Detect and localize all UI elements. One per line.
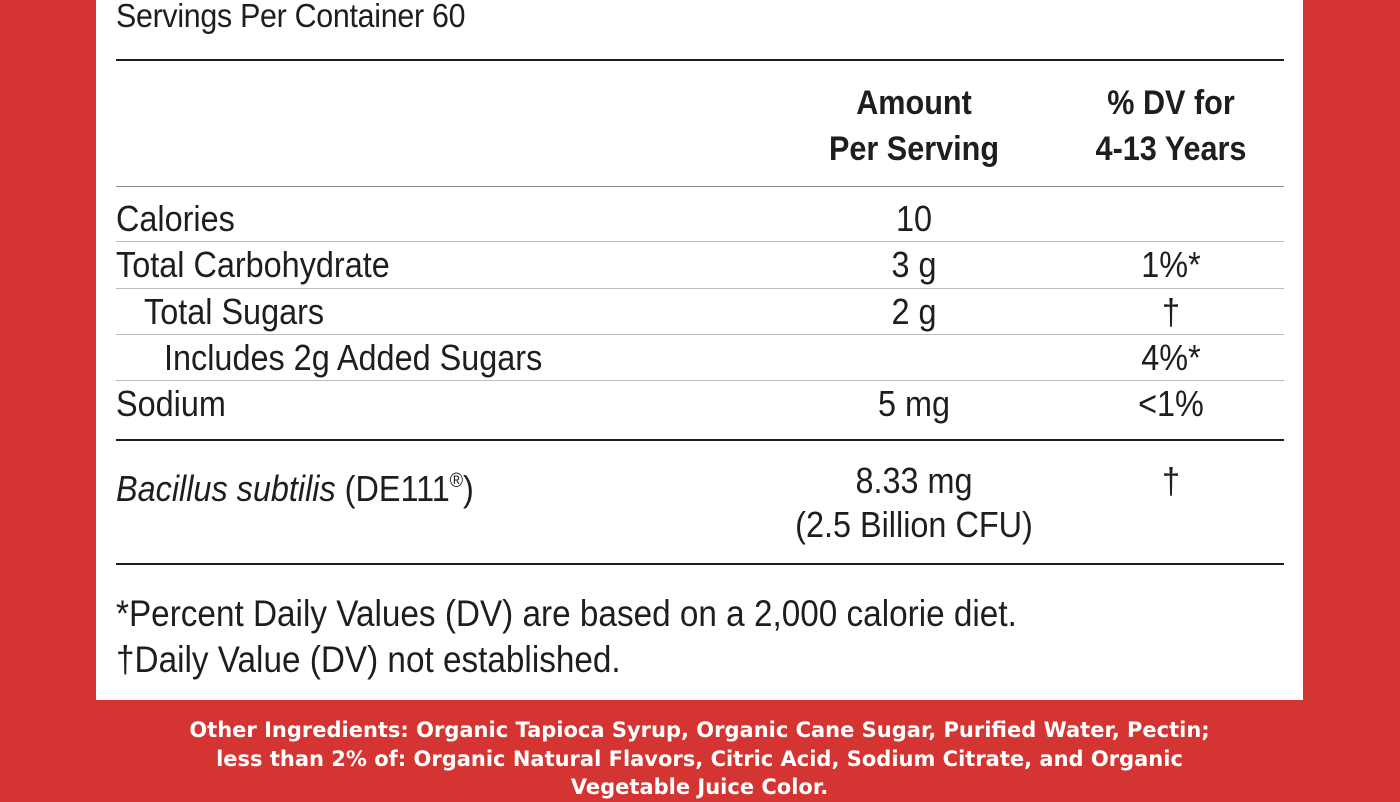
- ingredients-line-1: Other Ingredients: Organic Tapioca Syrup…: [189, 718, 1210, 742]
- bottom-divider: [116, 563, 1284, 565]
- dv-header-line1: % DV for: [1107, 84, 1235, 122]
- probiotic-amount-cfu: (2.5 Billion CFU): [795, 504, 1033, 545]
- nutrient-amount-total-sugars: 2 g: [891, 291, 937, 332]
- row-divider: [116, 241, 1284, 242]
- nutrient-amount-sodium: 5 mg: [877, 383, 951, 424]
- servings-per-container: Servings Per Container 60: [116, 0, 466, 34]
- amount-header-line1: Amount: [856, 84, 972, 122]
- nutrient-amount-total-carbohydrate: 3 g: [891, 244, 937, 285]
- section-divider: [116, 439, 1284, 441]
- nutrient-label-total-sugars: Total Sugars: [144, 291, 325, 332]
- nutrient-dv-total-carbohydrate: 1%*: [1141, 244, 1201, 285]
- ingredients-line-3: Vegetable Juice Color.: [570, 775, 829, 799]
- probiotic-dv: †: [1161, 460, 1181, 501]
- nutrient-label-added-sugars: Includes 2g Added Sugars: [164, 337, 543, 378]
- row-divider: [116, 334, 1284, 335]
- dv-header-line2: 4-13 Years: [1095, 130, 1247, 168]
- nutrient-label-total-carbohydrate: Total Carbohydrate: [116, 244, 390, 285]
- probiotic-label: Bacillus subtilis (DE111®): [116, 459, 474, 511]
- supplement-facts-panel: [96, 0, 1303, 700]
- other-ingredients: Other Ingredients: Organic Tapioca Syrup…: [96, 716, 1303, 802]
- header-divider: [116, 186, 1284, 187]
- nutrient-dv-total-sugars: †: [1161, 291, 1181, 332]
- probiotic-amount: 8.33 mg (2.5 Billion CFU): [779, 459, 1049, 547]
- amount-header: Amount Per Serving: [779, 80, 1049, 172]
- ingredients-line-2: less than 2% of: Organic Natural Flavors…: [216, 746, 1183, 771]
- amount-header-line2: Per Serving: [828, 130, 1000, 168]
- nutrient-label-calories: Calories: [116, 198, 235, 239]
- probiotic-strain-close: ): [463, 468, 474, 509]
- nutrient-dv-sodium: <1%: [1138, 383, 1204, 424]
- nutrient-dv-added-sugars: 4%*: [1141, 337, 1201, 378]
- probiotic-name: Bacillus subtilis: [116, 468, 336, 509]
- footnote-percent-dv: *Percent Daily Values (DV) are based on …: [116, 593, 1017, 634]
- footnote-dv-not-established: †Daily Value (DV) not established.: [116, 639, 621, 680]
- probiotic-amount-mg: 8.33 mg: [855, 460, 973, 501]
- nutrient-label-sodium: Sodium: [116, 383, 226, 424]
- probiotic-strain-open: (DE111: [335, 468, 450, 509]
- row-divider: [116, 380, 1284, 381]
- top-divider: [116, 59, 1284, 61]
- row-divider: [116, 288, 1284, 289]
- nutrient-amount-calories: 10: [895, 198, 933, 239]
- registered-mark: ®: [449, 470, 464, 492]
- dv-header: % DV for 4-13 Years: [1063, 80, 1279, 172]
